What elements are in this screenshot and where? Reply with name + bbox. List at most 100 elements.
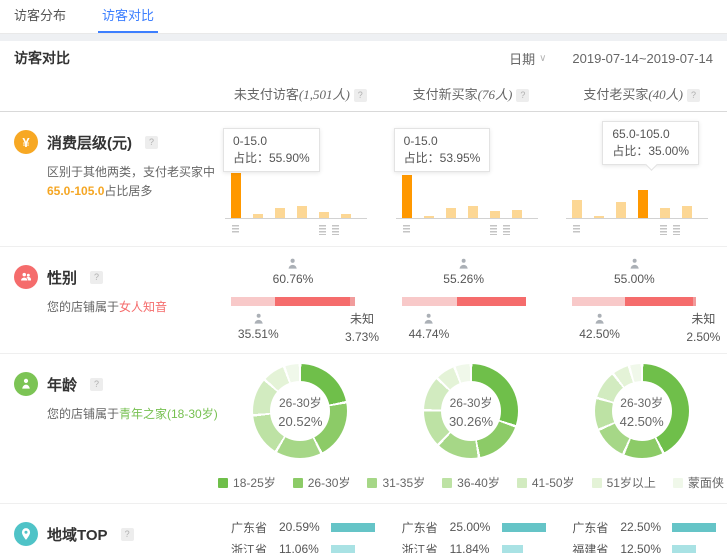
gender-chart-old-buyers[interactable]: 55.00% 42.50% 未知 2.50% [556,247,727,353]
age-donut-new-buyers[interactable]: 26-30岁 30.26% [386,354,557,466]
bar-segment[interactable] [572,200,583,218]
male-segment[interactable] [572,297,626,306]
donut-chart[interactable]: 26-30岁 20.52% [253,364,348,458]
legend-swatch [218,477,229,488]
region-row: 广东省 22.50% [572,516,727,538]
male-icon [595,313,604,324]
region-value: 25.00% [449,520,491,534]
panel-header: 访客对比 日期 ∨ 2019-07-14~2019-07-14 [0,41,727,75]
region-name: 广东省 [572,520,609,535]
female-icon [630,258,639,269]
bar-segment[interactable] [341,214,351,218]
female-icon [288,258,298,269]
bar-segment[interactable] [297,206,307,218]
female-segment[interactable] [625,297,694,306]
bar-segment[interactable] [275,208,285,218]
help-icon[interactable]: ? [145,135,158,149]
consumption-chart-unpaid[interactable]: 0-15.0 占比：55.90% [215,112,386,246]
section-gender: 性别 ? 您的店铺属于女人知音 60.76% 35.51% 未知 [0,247,727,354]
date-filter: 日期 ∨ 2019-07-14~2019-07-14 [509,49,713,68]
bar-segment[interactable] [660,208,671,218]
legend-label: 51岁以上 [606,476,656,490]
region-row: 广东省 25.00% [402,516,557,538]
region-bar[interactable] [331,522,375,532]
location-pin-icon [14,522,38,546]
tab-visitor-compare[interactable]: 访客对比 [98,5,159,33]
legend-item-4[interactable]: 41-50岁 [516,474,575,491]
male-segment[interactable] [231,297,276,306]
help-icon[interactable]: ? [687,88,700,102]
bar-segment[interactable] [682,206,693,218]
unknown-segment[interactable] [693,297,697,306]
gender-chart-unpaid[interactable]: 60.76% 35.51% 未知 3.73% [215,247,386,353]
legend-label: 31-35岁 [382,476,426,490]
age-label: 年龄 ? 您的店铺属于青年之家(18-30岁) [0,354,218,466]
legend-item-5[interactable]: 51岁以上 [591,474,656,491]
region-value: 11.06% [279,542,319,553]
unknown-segment[interactable] [350,297,355,306]
donut-center: 26-30岁 20.52% [270,381,331,441]
region-value: 20.59% [279,520,320,534]
bar-segment[interactable] [511,210,522,218]
bar-segment[interactable] [319,212,329,218]
region-row: 浙江省 11.06% [231,538,386,553]
region-name: 广东省 [401,520,438,535]
chart-tooltip: 0-15.0 占比：53.95% [393,128,491,172]
bar-segment[interactable] [489,211,500,218]
donut-chart[interactable]: 26-30岁 42.50% [594,364,689,458]
help-icon[interactable]: ? [120,527,134,541]
region-bar[interactable] [672,522,717,532]
tab-visitor-distribution[interactable]: 访客分布 [14,8,67,23]
page-title: 访客对比 [14,50,70,66]
bar-segment[interactable] [616,202,627,218]
section-consumption-level: ¥ 消费层级(元) ? 区别于其他两类，支付老买家中 65.0-105.0占比居… [0,112,727,247]
region-value: 11.84% [449,542,490,553]
help-icon[interactable]: ? [90,270,104,284]
chevron-down-icon[interactable]: ∨ [539,52,547,64]
female-stat: 55.26% [443,257,484,286]
male-stat: 35.51% [238,312,279,341]
bar-segment[interactable] [401,175,412,218]
date-dropdown[interactable]: 日期 [509,51,536,67]
legend-item-1[interactable]: 26-30岁 [292,474,350,491]
age-donut-unpaid[interactable]: 26-30岁 20.52% [215,354,386,466]
consumption-label: ¥ 消费层级(元) ? 区别于其他两类，支付老买家中 65.0-105.0占比居… [0,112,215,246]
legend-item-3[interactable]: 36-40岁 [442,474,500,491]
column-headers: 未支付访客(1,501人)? 支付新买家(76人)? 支付老买家(40人)? [0,75,727,112]
consumption-chart-new-buyers[interactable]: 0-15.0 占比：53.95% [386,112,557,246]
female-segment[interactable] [457,297,526,306]
bar-segment[interactable] [445,208,456,218]
female-stat: 55.00% [614,257,655,286]
bar-segment[interactable] [638,190,649,218]
bar-segment[interactable] [253,214,263,218]
region-bar[interactable] [501,522,546,532]
bar-segment[interactable] [594,216,605,218]
bar-segment[interactable] [423,216,434,218]
help-icon[interactable]: ? [516,88,530,102]
legend-item-0[interactable]: 18-25岁 [218,474,276,491]
gender-chart-new-buyers[interactable]: 55.26% 44.74% [386,247,557,353]
bar-segment[interactable] [467,206,478,218]
region-bar[interactable] [331,544,355,553]
donut-chart[interactable]: 26-30岁 30.26% [423,364,518,458]
legend-item-6[interactable]: 蒙面侠 [672,474,724,491]
consumption-chart-old-buyers[interactable]: 65.0-105.0 占比：35.00% [556,112,727,246]
region-name: 广东省 [231,520,268,535]
help-icon[interactable]: ? [90,377,104,391]
donut-center: 26-30岁 30.26% [440,381,501,441]
legend-item-2[interactable]: 31-35岁 [367,474,425,491]
section-region-top: 地域TOP ? 您的访客聚集在广东省 广东省 20.59% 浙江省 11.06% 广东… [0,504,727,553]
female-segment[interactable] [275,297,351,306]
region-bar[interactable] [501,544,523,553]
gender-label: 性别 ? 您的店铺属于女人知音 [0,247,215,353]
help-icon[interactable]: ? [353,88,367,102]
person-icon [14,372,38,396]
region-list-unpaid: 广东省 20.59% 浙江省 11.06% [215,504,386,553]
region-bar[interactable] [672,544,697,553]
bar-segment[interactable] [231,173,241,218]
male-segment[interactable] [401,297,458,306]
age-donut-old-buyers[interactable]: 26-30岁 42.50% [556,354,727,466]
date-range-value[interactable]: 2019-07-14~2019-07-14 [572,50,713,66]
legend-swatch [591,477,602,488]
